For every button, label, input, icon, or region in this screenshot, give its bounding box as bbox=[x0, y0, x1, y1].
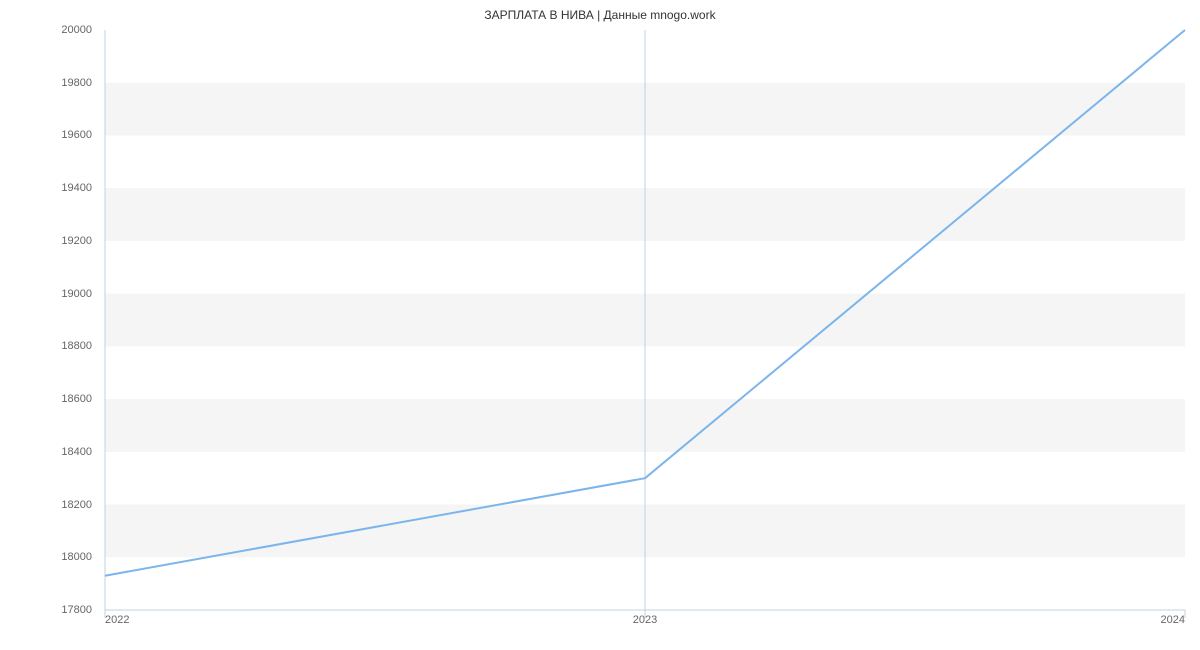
y-tick-label: 19400 bbox=[61, 182, 92, 194]
y-tick-label: 18400 bbox=[61, 446, 92, 458]
y-tick-label: 17800 bbox=[61, 604, 92, 616]
y-tick-label: 19600 bbox=[61, 129, 92, 141]
y-tick-label: 18000 bbox=[61, 551, 92, 563]
x-tick-label: 2024 bbox=[1161, 614, 1185, 626]
y-tick-label: 18800 bbox=[61, 340, 92, 352]
y-tick-label: 18600 bbox=[61, 393, 92, 405]
x-axis: 2022 2023 2024 bbox=[105, 614, 1185, 634]
line-chart: ЗАРПЛАТА В НИВА | Данные mnogo.work 1780… bbox=[0, 0, 1200, 650]
x-tick-label: 2022 bbox=[105, 614, 129, 626]
y-tick-label: 19800 bbox=[61, 77, 92, 89]
y-tick-label: 19200 bbox=[61, 235, 92, 247]
chart-title: ЗАРПЛАТА В НИВА | Данные mnogo.work bbox=[0, 8, 1200, 22]
y-tick-label: 20000 bbox=[61, 24, 92, 36]
y-tick-label: 18200 bbox=[61, 499, 92, 511]
chart-svg bbox=[105, 30, 1185, 620]
y-axis: 1780018000182001840018600188001900019200… bbox=[0, 30, 100, 610]
x-tick-label: 2023 bbox=[633, 614, 657, 626]
y-tick-label: 19000 bbox=[61, 288, 92, 300]
plot-area bbox=[105, 30, 1185, 610]
